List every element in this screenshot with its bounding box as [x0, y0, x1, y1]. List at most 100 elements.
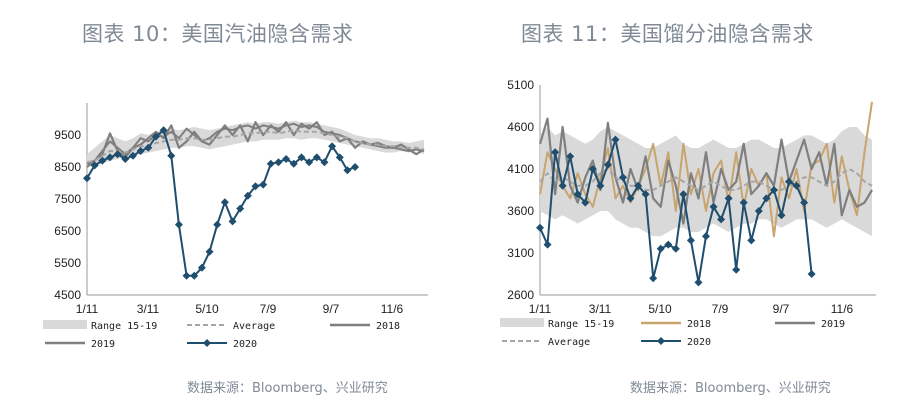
- right-point-2020: [634, 181, 643, 190]
- left-point-2020: [259, 180, 268, 189]
- right-point-2020: [739, 198, 748, 207]
- right-point-2020: [709, 202, 718, 211]
- left-point-2020: [105, 153, 114, 162]
- right-point-2020: [536, 223, 544, 232]
- right-legend-2019-label: 2019: [821, 319, 845, 330]
- right-series-2018: [539, 101, 873, 238]
- left-legend-2020-marker: [203, 339, 211, 347]
- left-x-tick-label: 11/6: [381, 302, 404, 316]
- right-point-2020: [596, 181, 605, 190]
- right-x-tick-label: 1/11: [529, 302, 552, 316]
- right-point-2020: [686, 236, 695, 245]
- left-point-2020: [113, 150, 122, 159]
- left-point-2020: [282, 155, 291, 163]
- right-x-tick-label: 3/11: [589, 302, 612, 316]
- left-point-2020: [243, 191, 252, 200]
- right-point-2020: [717, 215, 726, 224]
- left-point-2020: [83, 174, 91, 183]
- right-point-2020: [777, 211, 786, 220]
- left-point-2020: [343, 166, 352, 175]
- right-point-2020: [792, 181, 801, 190]
- right-point-2020: [807, 270, 816, 278]
- right-point-2020: [641, 190, 650, 199]
- left-series-average: [86, 129, 425, 164]
- right-point-2020: [558, 181, 567, 190]
- left-point-2020: [144, 143, 153, 152]
- right-y-tick-label: 4600: [507, 120, 534, 134]
- right-point-2020: [543, 240, 552, 249]
- right-point-2020: [551, 148, 560, 157]
- right-legend-2020-marker: [657, 337, 665, 345]
- right-point-2020: [679, 190, 688, 199]
- left-point-2020: [213, 220, 222, 229]
- right-point-2020: [649, 274, 658, 283]
- right-series-average: [539, 168, 873, 191]
- left-point-2020: [197, 263, 206, 272]
- left-point-2020: [167, 151, 176, 160]
- left-y-tick-label: 5500: [54, 256, 81, 270]
- right-x-tick-label: 7/9: [712, 302, 729, 316]
- right-chart-title: 图表 11：美国馏分油隐含需求: [521, 22, 814, 46]
- left-y-tick-label: 8500: [54, 160, 81, 174]
- left-legend-2019-label: 2019: [91, 339, 115, 350]
- left-point-2020: [159, 126, 168, 135]
- left-point-2020: [205, 247, 214, 256]
- left-point-2020: [236, 204, 245, 213]
- right-x-tick-label: 9/7: [773, 302, 790, 316]
- left-legend-average-label: Average: [233, 321, 275, 332]
- left-point-2020: [297, 153, 306, 162]
- left-point-2020: [121, 155, 130, 163]
- right-x-tick-label: 11/6: [831, 302, 854, 316]
- left-point-2020: [151, 132, 160, 141]
- right-range-band: [540, 127, 872, 237]
- right-chart: 2600 3100 3600 4100 4600 5100 1/11 3/11 5/10 7/9 9…: [500, 78, 876, 348]
- right-legend-range-15-19-swatch: [500, 318, 544, 327]
- left-point-2020: [305, 158, 314, 167]
- left-point-2020: [90, 161, 99, 170]
- left-point-2020: [328, 142, 337, 151]
- left-point-2020: [274, 158, 283, 167]
- left-legend-range-15-19-swatch: [43, 320, 87, 329]
- left-point-2020: [289, 159, 298, 168]
- left-point-2020: [266, 159, 275, 168]
- right-y-tick-label: 5100: [507, 78, 534, 92]
- right-point-2020: [588, 165, 597, 173]
- right-y-tick-label: 3100: [507, 246, 534, 260]
- right-point-2020: [611, 135, 620, 144]
- right-point-2020: [656, 244, 665, 253]
- right-point-2020: [573, 190, 582, 199]
- left-point-2020: [190, 271, 199, 280]
- right-y-tick-label: 4100: [507, 162, 534, 176]
- right-point-2020: [724, 194, 733, 203]
- right-source-note: 数据来源：Bloomberg、兴业研究: [630, 381, 831, 396]
- right-point-2020: [769, 186, 778, 194]
- right-point-2020: [694, 278, 703, 287]
- left-point-2020: [251, 182, 260, 191]
- right-legend-average-label: Average: [548, 337, 590, 348]
- left-x-tick-label: 5/10: [195, 302, 219, 316]
- left-point-2020: [98, 156, 107, 165]
- right-legend-2020-label: 2020: [687, 337, 711, 348]
- left-point-2020: [174, 220, 183, 229]
- left-x-tick-label: 1/11: [76, 302, 99, 316]
- right-point-2020: [785, 177, 793, 186]
- left-y-tick-label: 6500: [54, 224, 81, 238]
- left-legend-2020-label: 2020: [233, 339, 257, 350]
- right-x-tick-label: 5/10: [648, 302, 672, 316]
- left-point-2020: [136, 147, 145, 155]
- right-y-tick-label: 2600: [507, 288, 534, 302]
- right-y-tick-label: 3600: [507, 204, 534, 218]
- right-point-2020: [603, 160, 612, 169]
- right-legend-2018-label: 2018: [687, 319, 711, 330]
- left-point-2020: [351, 163, 360, 171]
- right-point-2020: [619, 173, 627, 182]
- right-point-2020: [566, 152, 575, 161]
- right-point-2020: [626, 194, 635, 203]
- right-point-2020: [762, 194, 771, 203]
- left-x-tick-label: 9/7: [323, 302, 340, 316]
- left-legend-range-15-19-label: Range 15-19: [91, 321, 157, 332]
- left-point-2020: [312, 153, 321, 162]
- left-point-2020: [335, 153, 344, 162]
- left-point-2020: [320, 158, 329, 167]
